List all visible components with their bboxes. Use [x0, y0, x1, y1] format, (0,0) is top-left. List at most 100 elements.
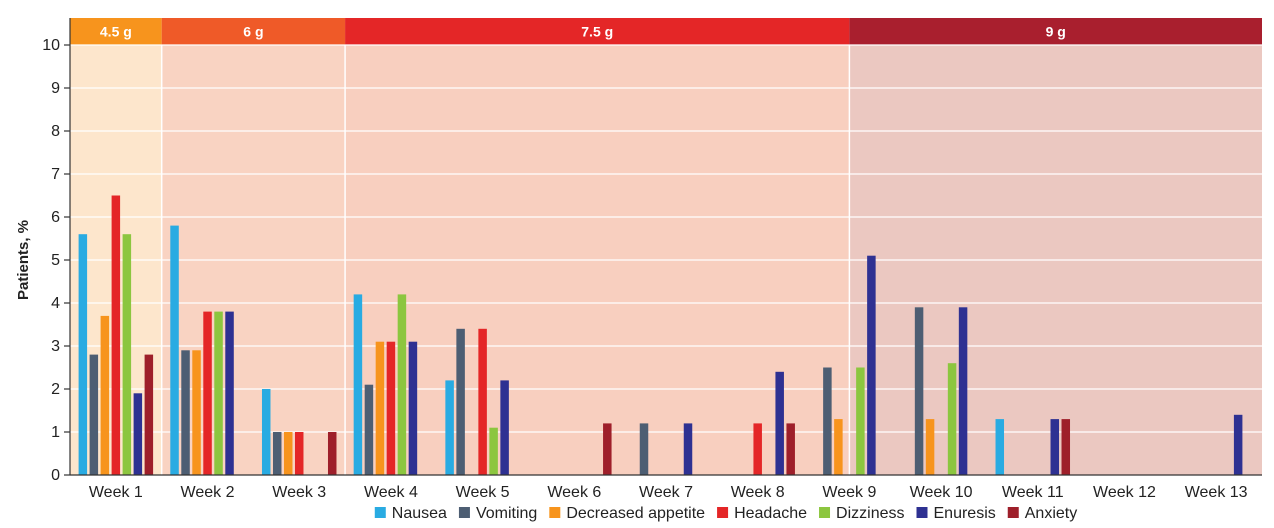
bar-headache — [478, 328, 487, 475]
bar-dizziness — [947, 363, 957, 475]
y-tick-label: 6 — [51, 209, 60, 226]
legend-label: Dizziness — [836, 505, 904, 522]
x-tick-label: Week 5 — [456, 484, 510, 501]
bar-enuresis — [775, 371, 784, 475]
x-tick-label: Week 9 — [822, 484, 876, 501]
gridlines — [70, 44, 1262, 433]
y-tick-label: 2 — [51, 381, 60, 398]
bar-enuresis — [683, 423, 693, 475]
x-tick-label: Week 8 — [731, 484, 785, 501]
legend-swatch — [916, 507, 928, 518]
legend-swatch — [819, 507, 831, 518]
dose-band-header-0 — [70, 18, 162, 45]
dose-band-header-1 — [161, 18, 346, 45]
x-tick-label: Week 12 — [1093, 484, 1156, 501]
bar-enuresis — [1233, 414, 1243, 475]
legend-swatch — [1007, 507, 1019, 518]
bar-headache — [386, 341, 396, 475]
legend-swatch — [717, 507, 729, 518]
x-tick-label: Week 7 — [639, 484, 693, 501]
bar-vomiting — [364, 384, 374, 475]
bar-decreased-appetite — [192, 350, 201, 475]
bar-enuresis — [133, 393, 143, 475]
y-tick-labels: 0 1 2 3 4 5 6 7 8 9 10 — [42, 37, 60, 484]
bar-vomiting — [456, 328, 465, 475]
legend-label: Anxiety — [1025, 505, 1077, 522]
legend-label: Headache — [734, 505, 807, 522]
y-tick-label: 9 — [51, 80, 60, 97]
bar-enuresis — [500, 380, 509, 475]
bar-headache — [111, 195, 121, 475]
dose-band-label: 4.5 g — [100, 24, 132, 40]
axes — [64, 18, 1262, 476]
legend-swatch — [458, 507, 470, 518]
bar-nausea — [78, 234, 88, 475]
bar-vomiting — [181, 350, 190, 475]
bar-decreased-appetite — [925, 419, 935, 475]
bar-anxiety — [786, 423, 795, 475]
bar-decreased-appetite — [100, 315, 110, 475]
x-tick-label: Week 4 — [364, 484, 418, 501]
legend-label: Decreased appetite — [566, 505, 705, 522]
bar-vomiting — [89, 354, 99, 475]
legend-swatch — [549, 507, 561, 518]
x-tick-label: Week 1 — [89, 484, 143, 501]
y-tick-label: 4 — [51, 295, 60, 312]
dose-band-header-3 — [849, 18, 1262, 45]
dose-band-label: 7.5 g — [581, 24, 613, 40]
x-tick-labels: Week 1 Week 2 Week 3 Week 4 Week 5 Week 6 Week… — [89, 484, 1248, 501]
bar-nausea — [445, 380, 454, 475]
y-tick-label: 10 — [42, 37, 60, 54]
bar-enuresis — [958, 307, 968, 475]
legend-swatch — [374, 507, 386, 518]
legend-label: Enuresis — [934, 505, 996, 522]
x-tick-label: Week 6 — [547, 484, 601, 501]
bar-vomiting — [639, 423, 649, 475]
bar-vomiting — [272, 432, 282, 475]
y-tick-label: 0 — [51, 467, 60, 484]
bar-dizziness — [856, 367, 865, 475]
bar-enuresis — [408, 341, 418, 475]
bar-decreased-appetite — [375, 341, 385, 475]
bar-nausea — [995, 419, 1005, 475]
dose-bands: 4.5 g 6 g 7.5 g 9 g — [70, 18, 1262, 475]
dose-band-header-2 — [345, 18, 850, 45]
bar-vomiting — [823, 367, 832, 475]
bar-anxiety — [603, 423, 612, 475]
bar-enuresis — [1050, 419, 1060, 475]
bar-anxiety — [144, 354, 154, 475]
x-tick-label: Week 13 — [1185, 484, 1248, 501]
bar-enuresis — [225, 311, 234, 475]
legend: Nausea Vomiting Decreased appetite Headache… — [374, 505, 1077, 522]
x-tick-label: Week 2 — [181, 484, 235, 501]
y-tick-label: 7 — [51, 166, 60, 183]
bar-dizziness — [489, 427, 498, 475]
y-axis-label: Patients, % — [15, 220, 32, 300]
y-tick-label: 3 — [51, 338, 60, 355]
legend-label: Vomiting — [476, 505, 537, 522]
legend-label: Nausea — [392, 505, 447, 522]
dose-band-label: 6 g — [243, 24, 263, 40]
bar-anxiety — [1061, 419, 1071, 475]
y-tick-label: 1 — [51, 424, 60, 441]
bar-dizziness — [214, 311, 223, 475]
bar-nausea — [261, 389, 271, 475]
bar-nausea — [353, 294, 363, 475]
bar-enuresis — [867, 255, 876, 475]
bar-vomiting — [914, 307, 924, 475]
bar-decreased-appetite — [283, 432, 293, 475]
bar-dizziness — [397, 294, 407, 475]
bar-decreased-appetite — [834, 419, 843, 475]
x-tick-label: Week 11 — [1002, 484, 1064, 501]
dose-band-label: 9 g — [1046, 24, 1066, 40]
y-tick-label: 5 — [51, 252, 60, 269]
bar-dizziness — [122, 234, 132, 475]
bar-headache — [753, 423, 762, 475]
bar-headache — [203, 311, 212, 475]
y-tick-label: 8 — [51, 123, 60, 140]
bar-anxiety — [327, 432, 337, 475]
bar-nausea — [170, 225, 179, 475]
bars — [78, 195, 1243, 475]
x-tick-label: Week 3 — [272, 484, 326, 501]
